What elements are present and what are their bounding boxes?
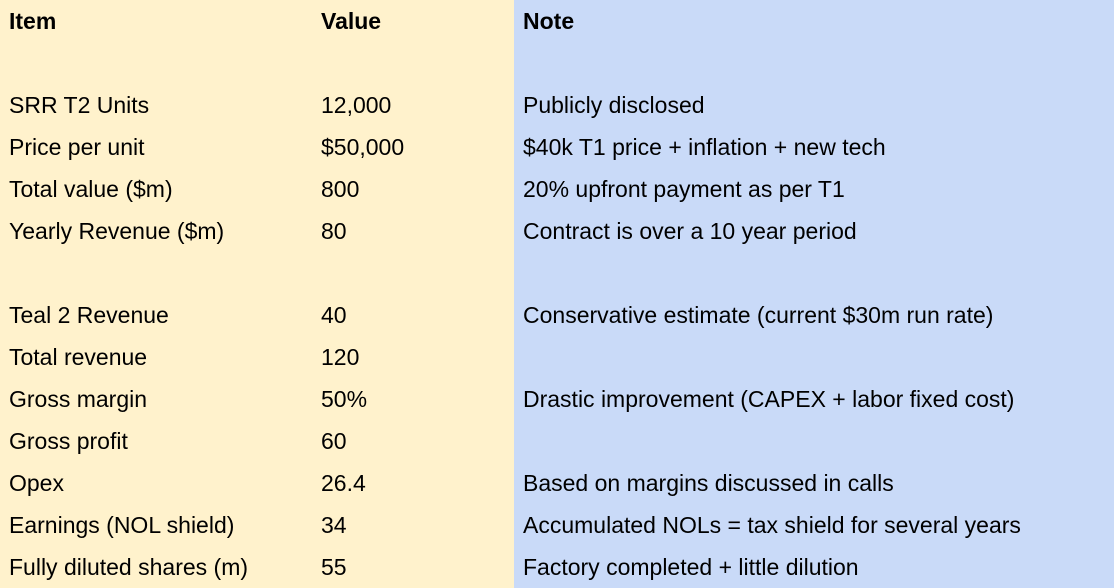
note-column-background	[514, 0, 1114, 588]
item-cell[interactable]: Earnings (NOL shield)	[9, 512, 235, 538]
item-cell[interactable]: SRR T2 Units	[9, 92, 150, 118]
item-cell[interactable]: Yearly Revenue ($m)	[9, 218, 225, 244]
value-cell[interactable]: 80	[321, 218, 347, 244]
table-row: Earnings (NOL shield) 34 Accumulated NOL…	[0, 504, 1114, 546]
item-cell[interactable]: Fully diluted shares (m)	[9, 554, 249, 580]
table-row: Opex 26.4 Based on margins discussed in …	[0, 462, 1114, 504]
value-cell[interactable]: $50,000	[321, 134, 405, 160]
note-cell[interactable]: Contract is over a 10 year period	[523, 218, 857, 244]
table-row: SRR T2 Units 12,000 Publicly disclosed	[0, 84, 1114, 126]
table-row: Total value ($m) 800 20% upfront payment…	[0, 168, 1114, 210]
note-cell[interactable]: Accumulated NOLs = tax shield for severa…	[523, 512, 1021, 538]
item-cell[interactable]: Opex	[9, 470, 64, 496]
note-cell[interactable]: Drastic improvement (CAPEX + labor fixed…	[523, 386, 1015, 412]
item-cell[interactable]: Total value ($m)	[9, 176, 173, 202]
value-cell[interactable]: 50%	[321, 386, 368, 412]
table-row	[0, 252, 1114, 294]
note-cell[interactable]: Factory completed + little dilution	[523, 554, 859, 580]
note-cell[interactable]: Conservative estimate (current $30m run …	[523, 302, 994, 328]
value-cell[interactable]: 120	[321, 344, 360, 370]
value-cell[interactable]: 55	[321, 554, 347, 580]
item-cell[interactable]: Price per unit	[9, 134, 145, 160]
item-cell[interactable]: Teal 2 Revenue	[9, 302, 169, 328]
note-cell[interactable]: $40k T1 price + inflation + new tech	[523, 134, 886, 160]
value-cell[interactable]: 12,000	[321, 92, 392, 118]
value-cell[interactable]: 800	[321, 176, 360, 202]
item-cell[interactable]: Gross profit	[9, 428, 128, 454]
note-cell[interactable]: Based on margins discussed in calls	[523, 470, 894, 496]
table-row: Price per unit $50,000 $40k T1 price + i…	[0, 126, 1114, 168]
table-row: Total revenue 120	[0, 336, 1114, 378]
header-item[interactable]: Item	[9, 8, 57, 34]
header-row: Item Value Note	[0, 0, 1114, 42]
table-row: Teal 2 Revenue 40 Conservative estimate …	[0, 294, 1114, 336]
table-row	[0, 42, 1114, 84]
value-cell[interactable]: 60	[321, 428, 347, 454]
note-cell[interactable]: 20% upfront payment as per T1	[523, 176, 845, 202]
item-cell[interactable]: Total revenue	[9, 344, 148, 370]
item-value-column-background	[0, 0, 514, 588]
header-value[interactable]: Value	[321, 8, 382, 34]
note-cell[interactable]: Publicly disclosed	[523, 92, 705, 118]
header-note[interactable]: Note	[523, 8, 575, 34]
value-cell[interactable]: 34	[321, 512, 347, 538]
value-cell[interactable]: 26.4	[321, 470, 366, 496]
table-row: Gross profit 60	[0, 420, 1114, 462]
item-cell[interactable]: Gross margin	[9, 386, 148, 412]
table-row: Yearly Revenue ($m) 80 Contract is over …	[0, 210, 1114, 252]
table-row: Gross margin 50% Drastic improvement (CA…	[0, 378, 1114, 420]
table-row: Fully diluted shares (m) 55 Factory comp…	[0, 546, 1114, 588]
value-cell[interactable]: 40	[321, 302, 347, 328]
